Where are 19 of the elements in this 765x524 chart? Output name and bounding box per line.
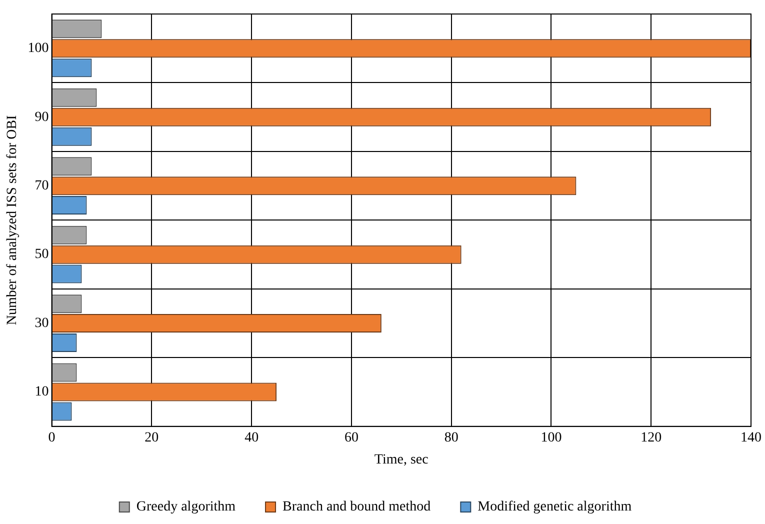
x-tick-label: 60 bbox=[344, 430, 358, 446]
y-tick-label: 90 bbox=[34, 110, 49, 125]
y-tick-label: 100 bbox=[28, 41, 49, 56]
y-tick-label: 70 bbox=[34, 178, 49, 194]
x-tick-label: 140 bbox=[740, 430, 762, 446]
x-axis-title: Time, sec bbox=[374, 452, 428, 468]
legend-label: Greedy algorithm bbox=[136, 500, 236, 515]
legend-label: Branch and bound method bbox=[282, 500, 431, 515]
legend-label: Modified genetic algorithm bbox=[478, 500, 632, 515]
y-tick-label: 30 bbox=[34, 316, 49, 331]
x-tick-label: 100 bbox=[540, 430, 562, 446]
y-axis-title: Number of analyzed ISS sets for OBI bbox=[5, 114, 20, 326]
x-tick-label: 120 bbox=[640, 430, 662, 446]
x-tick-label: 80 bbox=[444, 430, 458, 446]
x-tick-label: 0 bbox=[48, 430, 56, 446]
y-tick-label: 50 bbox=[34, 247, 49, 262]
x-tick-label: 40 bbox=[244, 430, 259, 446]
y-tick-label: 10 bbox=[34, 384, 49, 400]
x-tick-label: 20 bbox=[144, 430, 159, 446]
